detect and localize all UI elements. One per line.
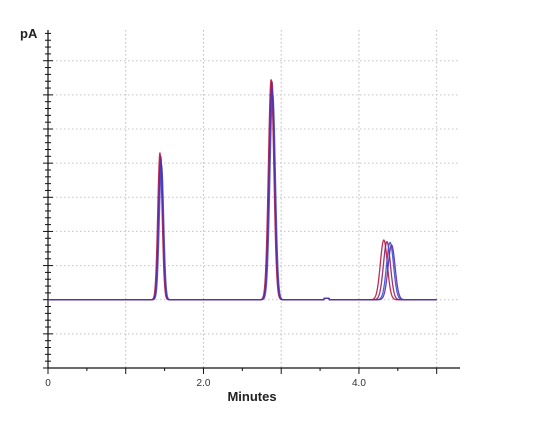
x-tick-labels: 0 2.0 4.0 bbox=[45, 378, 366, 389]
grid-lines bbox=[48, 30, 460, 368]
y-axis-label: pA bbox=[20, 26, 38, 41]
x-tick-label: 0 bbox=[45, 378, 51, 389]
y-axis-ticks bbox=[43, 32, 53, 369]
axes bbox=[47, 30, 460, 369]
x-tick-label: 4.0 bbox=[352, 378, 366, 389]
trace-line-1 bbox=[47, 79, 438, 301]
trace-line-3 bbox=[47, 92, 438, 301]
x-axis-ticks bbox=[47, 368, 438, 374]
x-axis-label: Minutes bbox=[227, 389, 276, 404]
x-tick-label: 2.0 bbox=[197, 378, 211, 389]
traces bbox=[47, 79, 438, 301]
trace-line-2 bbox=[47, 80, 438, 301]
trace-line-4 bbox=[47, 87, 438, 301]
